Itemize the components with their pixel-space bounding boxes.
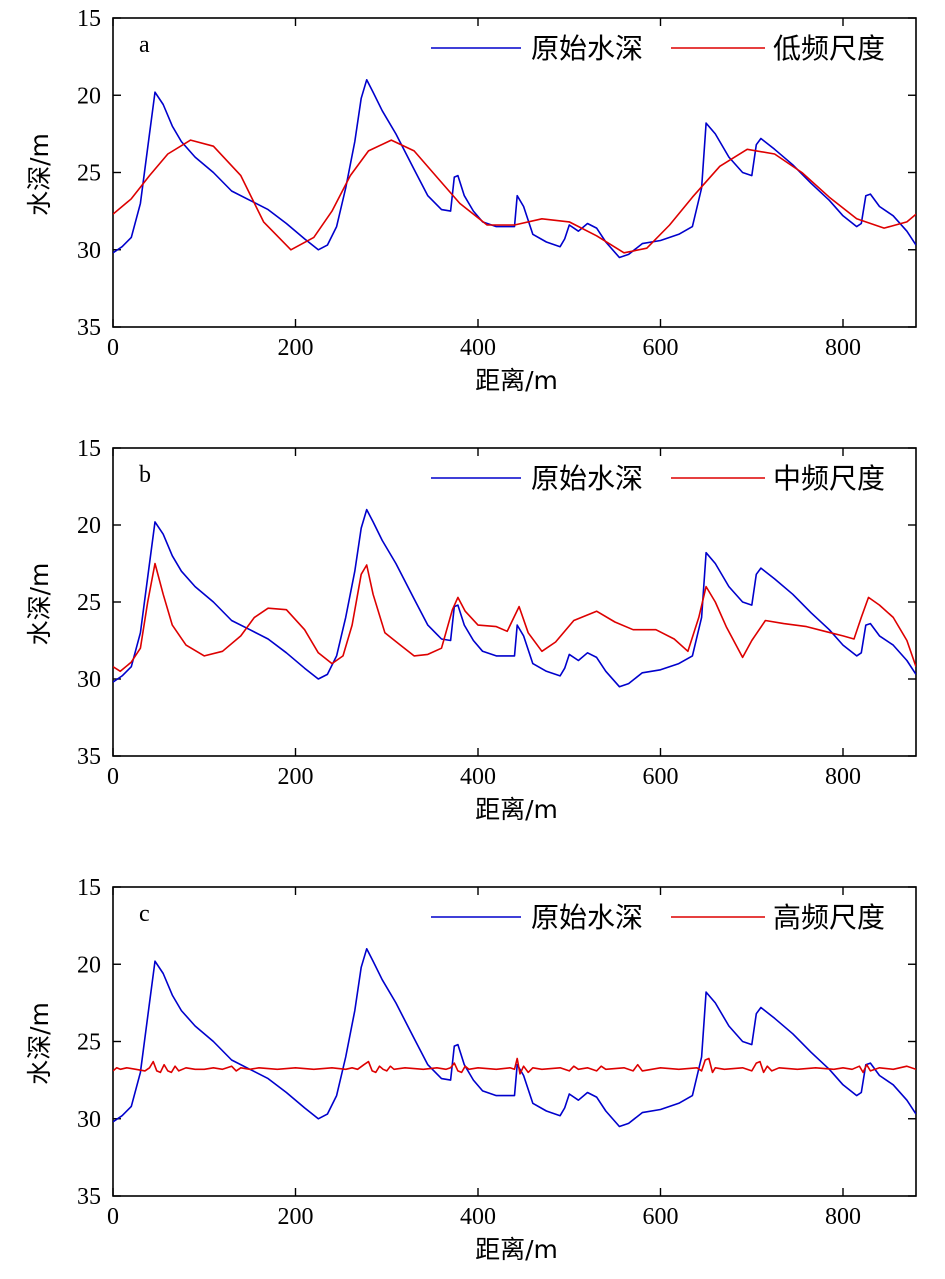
- chart-panel-a: 0 200 400 600 800 15 20 25 30 35 距离/m 水深/m a 原始水深 低频尺度: [25, 6, 917, 395]
- y-tick-label: 20: [77, 513, 101, 539]
- y-tick-label: 20: [77, 952, 101, 978]
- x-tick-label: 200: [278, 335, 314, 361]
- y-tick-label: 35: [77, 1184, 101, 1210]
- x-tick-label: 400: [460, 764, 496, 790]
- series-line-filtered: [113, 562, 916, 673]
- x-tick-label: 0: [107, 1204, 119, 1230]
- panel-label: a: [139, 32, 150, 58]
- x-axis-title: 距离/m: [475, 366, 558, 395]
- chart-panel-c: 0 200 400 600 800 15 20 25 30 35 距离/m 水深/m c 原始水深 高频尺度: [25, 875, 917, 1264]
- x-tick-label: 600: [643, 764, 679, 790]
- x-axis-title: 距离/m: [475, 795, 558, 824]
- y-tick-label: 25: [77, 161, 101, 187]
- y-tick-label: 15: [77, 875, 101, 901]
- panel-label: b: [139, 462, 151, 488]
- y-tick-label: 35: [77, 744, 101, 770]
- x-tick-label: 600: [643, 335, 679, 361]
- x-tick-label: 200: [278, 1204, 314, 1230]
- y-tick-label: 30: [77, 238, 101, 264]
- x-tick-label: 400: [460, 335, 496, 361]
- y-axis-title: 水深/m: [25, 133, 54, 216]
- y-tick-label: 25: [77, 590, 101, 616]
- y-tick-label: 25: [77, 1030, 101, 1056]
- x-tick-label: 800: [825, 764, 861, 790]
- y-tick-label: 30: [77, 667, 101, 693]
- legend-label-filtered: 高频尺度: [773, 901, 885, 934]
- y-tick-label: 15: [77, 6, 101, 32]
- y-axis-title: 水深/m: [25, 1002, 54, 1085]
- legend-label-original: 原始水深: [531, 901, 643, 934]
- series-line-filtered: [113, 1057, 916, 1075]
- legend-label-filtered: 中频尺度: [773, 462, 885, 495]
- x-tick-label: 0: [107, 764, 119, 790]
- x-axis-title: 距离/m: [475, 1235, 558, 1264]
- y-tick-label: 30: [77, 1107, 101, 1133]
- x-tick-label: 200: [278, 764, 314, 790]
- series-line-original: [113, 79, 916, 259]
- x-tick-label: 800: [825, 335, 861, 361]
- x-tick-label: 0: [107, 335, 119, 361]
- chart-panel-b: 0 200 400 600 800 15 20 25 30 35 距离/m 水深/m b 原始水深 中频尺度: [25, 436, 917, 824]
- series-line-original: [113, 508, 916, 688]
- legend-label-original: 原始水深: [531, 32, 643, 65]
- series-line-original: [113, 948, 916, 1128]
- legend-label-filtered: 低频尺度: [773, 32, 885, 65]
- legend-label-original: 原始水深: [531, 462, 643, 495]
- x-tick-label: 400: [460, 1204, 496, 1230]
- panel-label: c: [139, 901, 150, 927]
- x-tick-label: 600: [643, 1204, 679, 1230]
- y-tick-label: 35: [77, 315, 101, 341]
- series-line-filtered: [113, 139, 916, 254]
- y-tick-label: 15: [77, 436, 101, 462]
- y-tick-label: 20: [77, 83, 101, 109]
- y-axis-title: 水深/m: [25, 563, 54, 646]
- x-tick-label: 800: [825, 1204, 861, 1230]
